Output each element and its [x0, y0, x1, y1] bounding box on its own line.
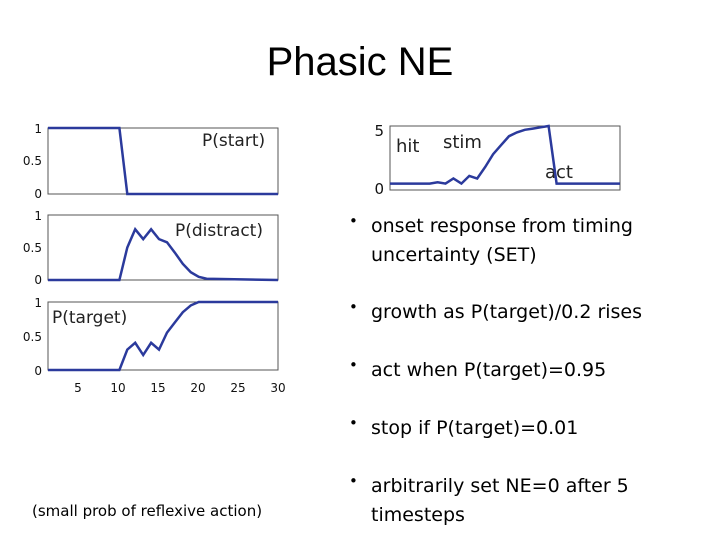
plot-ne-act-label: act	[545, 162, 573, 183]
plot-target: 1 0.5 0 P(target) 5 10 15 20 25 30	[23, 296, 286, 395]
plot-target-ytick-05: 0.5	[23, 330, 42, 344]
bullet-text: growth as P(target)/0.2 rises	[371, 301, 643, 323]
plot-ne-frame	[389, 125, 621, 191]
reflexive-action-note: (small prob of reflexive action)	[32, 502, 263, 520]
bullet-dot: •	[349, 472, 358, 490]
bullet-item: • act when P(target)=0.95	[345, 356, 717, 385]
plot-start-ytick-0: 0	[34, 187, 42, 201]
plot-ne-ytick-5: 5	[374, 122, 384, 140]
plot-start: 1 0.5 0 P(start)	[23, 122, 279, 201]
plot-distract-line	[48, 226, 279, 282]
plot-start-ytick-1: 1	[34, 122, 42, 136]
plot-distract: 1 0.5 0 P(distract)	[23, 209, 279, 287]
bullet-dot: •	[349, 298, 358, 316]
bullet-dot: •	[349, 414, 358, 432]
plot-distract-ytick-1: 1	[34, 209, 42, 223]
plot-distract-ytick-05: 0.5	[23, 241, 42, 255]
slide-title: Phasic NE	[266, 40, 454, 84]
plot-ne-line	[390, 124, 620, 186]
plot-ne-hit-label: hit	[396, 136, 419, 157]
plot-ne-stim-label: stim	[443, 132, 482, 153]
plot-distract-frame	[47, 214, 279, 281]
plot-target-frame	[47, 301, 279, 371]
bullet-text: act when P(target)=0.95	[371, 359, 607, 381]
plot-target-label: P(target)	[52, 308, 127, 328]
bullet-dot: •	[349, 356, 358, 374]
plot-start-line	[48, 126, 278, 196]
bullet-dot: •	[349, 212, 358, 230]
bullet-item: • stop if P(target)=0.01	[345, 414, 717, 443]
plot-target-ytick-1: 1	[34, 296, 42, 310]
xtick-30: 30	[270, 381, 285, 395]
xtick-25: 25	[230, 381, 245, 395]
bullet-text: onset response from timing uncertainty (…	[371, 215, 633, 266]
plot-ne-ytick-0: 0	[374, 180, 384, 198]
bullet-item: • onset response from timing uncertainty…	[345, 212, 717, 270]
plot-target-line	[48, 300, 278, 372]
bullet-item: • arbitrarily set NE=0 after 5 timesteps	[345, 472, 717, 530]
plot-distract-label: P(distract)	[175, 221, 263, 241]
bullet-text: arbitrarily set NE=0 after 5 timesteps	[371, 475, 629, 526]
plot-distract-ytick-0: 0	[34, 273, 42, 287]
bullet-text: stop if P(target)=0.01	[371, 417, 579, 439]
plot-target-ytick-0: 0	[34, 364, 42, 378]
xtick-10: 10	[110, 381, 125, 395]
bullet-item: • growth as P(target)/0.2 rises	[345, 298, 717, 327]
plot-ne: 5 0 hit stim act	[374, 122, 621, 198]
plot-start-ytick-05: 0.5	[23, 154, 42, 168]
plot-start-label: P(start)	[202, 131, 265, 151]
xtick-5: 5	[74, 381, 82, 395]
xtick-15: 15	[150, 381, 165, 395]
xtick-20: 20	[190, 381, 205, 395]
